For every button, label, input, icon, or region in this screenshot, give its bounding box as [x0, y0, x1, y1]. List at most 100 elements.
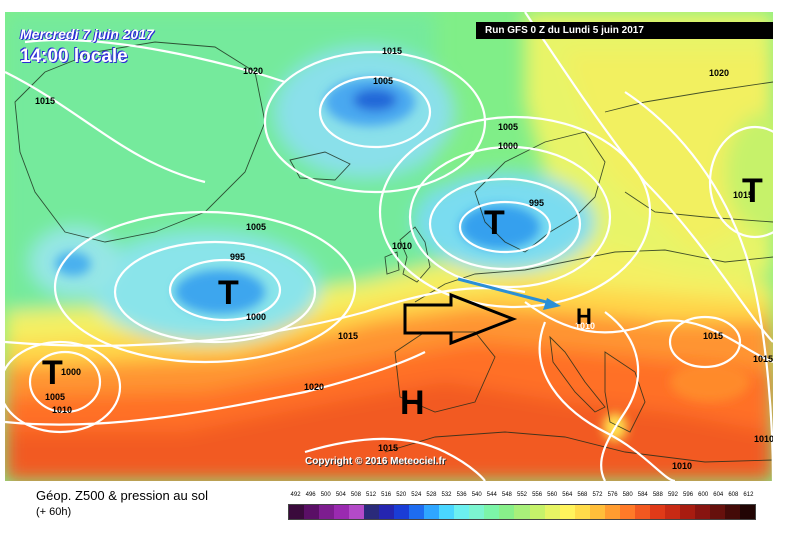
isobar-label: 1005: [373, 76, 393, 86]
legend-swatch: [439, 505, 455, 519]
legend-swatch: [334, 505, 350, 519]
legend-value: 612: [743, 492, 754, 498]
legend-value: 512: [366, 492, 377, 498]
outline-arrow-icon: [403, 292, 518, 346]
isobar-label: 1015: [733, 190, 753, 200]
isobar-label: 1015: [753, 354, 773, 364]
legend-value: 500: [320, 492, 331, 498]
blue-arrow-head-icon: [543, 298, 561, 310]
legend-value: 600: [698, 492, 709, 498]
legend-labels: 492 496 500 504 508 512 516 520 524 528 532 536 540 5…: [288, 492, 756, 501]
legend-value: 536: [456, 492, 467, 498]
chart-title: Géop. Z500 & pression au sol: [36, 488, 208, 503]
legend-swatch: [709, 505, 725, 519]
isobar-label: 1015: [35, 96, 55, 106]
isobar-label: 1000: [61, 367, 81, 377]
copyright-text: Copyright © 2016 Meteociel.fr: [305, 456, 446, 467]
legend-value: 540: [471, 492, 482, 498]
legend-swatch: [469, 505, 485, 519]
legend-swatch: [364, 505, 380, 519]
legend-swatch: [484, 505, 500, 519]
isobar-label: 1000: [498, 141, 518, 151]
legend-color-bar: [288, 504, 756, 520]
legend-swatch: [379, 505, 395, 519]
legend-swatch: [499, 505, 515, 519]
legend-swatch: [394, 505, 410, 519]
forecast-time: 14:00 locale: [20, 46, 128, 67]
isobar-label: 1020: [243, 66, 263, 76]
legend-value: 608: [728, 492, 739, 498]
isobar-label: 1000: [246, 312, 266, 322]
legend-value: 604: [713, 492, 724, 498]
forecast-date: Mercredi 7 juin 2017: [20, 26, 154, 42]
legend-value: 580: [622, 492, 633, 498]
isobar-label: 1010: [575, 321, 595, 331]
legend-swatch: [514, 505, 530, 519]
legend-value: 528: [426, 492, 437, 498]
pressure-centers: T T T T H H: [42, 172, 763, 422]
legend-swatch: [589, 505, 605, 519]
isobar-label: 1005: [498, 122, 518, 132]
legend-value: 508: [350, 492, 361, 498]
isobar-label: 995: [230, 252, 245, 262]
legend-value: 556: [532, 492, 543, 498]
legend-swatch: [304, 505, 320, 519]
blue-arrow-line: [457, 277, 551, 305]
isobar-label: 1020: [304, 382, 324, 392]
model-run-label: Run GFS 0 Z du Lundi 5 juin 2017: [476, 22, 773, 39]
isobar-label: 1020: [709, 68, 729, 78]
low-pressure-marker: T: [484, 204, 505, 242]
legend-swatch: [349, 505, 365, 519]
legend-swatch: [544, 505, 560, 519]
isobar-label: 1015: [382, 46, 402, 56]
isobar-label: 1010: [754, 434, 773, 444]
legend-value: 588: [652, 492, 663, 498]
legend-value: 572: [592, 492, 603, 498]
legend-value: 592: [667, 492, 678, 498]
legend-swatch: [289, 505, 305, 519]
forecast-lead-time: (+ 60h): [36, 506, 72, 518]
low-pressure-marker: T: [42, 354, 63, 392]
low-pressure-marker: T: [742, 172, 763, 210]
low-pressure-marker: T: [218, 274, 239, 312]
high-pressure-marker: H: [400, 384, 425, 422]
isobar-label: 1015: [378, 443, 398, 453]
legend-value: 532: [441, 492, 452, 498]
legend-swatch: [559, 505, 575, 519]
legend-value: 552: [516, 492, 527, 498]
legend-value: 492: [290, 492, 301, 498]
legend-swatch: [319, 505, 335, 519]
isobar-label: 1005: [45, 392, 65, 402]
legend-value: 544: [486, 492, 497, 498]
legend-value: 584: [637, 492, 648, 498]
legend-swatch: [619, 505, 635, 519]
isobars: [5, 12, 773, 481]
weather-map: 1020 1015 1015 1005 1005 1000 995 1020 1…: [5, 12, 773, 481]
isobar-labels: 1020 1015 1015 1005 1005 1000 995 1020 1…: [35, 46, 773, 471]
legend-value: 548: [501, 492, 512, 498]
isobar-label: 1010: [392, 241, 412, 251]
legend-swatch: [634, 505, 650, 519]
legend-swatch: [664, 505, 680, 519]
isobar-label: 1015: [703, 331, 723, 341]
legend-value: 560: [547, 492, 558, 498]
legend-value: 516: [381, 492, 392, 498]
legend-value: 520: [396, 492, 407, 498]
annotation-arrows: [403, 277, 561, 346]
legend-swatch: [409, 505, 425, 519]
legend-value: 568: [577, 492, 588, 498]
isobar-label: 1005: [246, 222, 266, 232]
legend-value: 504: [335, 492, 346, 498]
legend-swatch: [694, 505, 710, 519]
legend-value: 496: [305, 492, 316, 498]
legend-swatch: [529, 505, 545, 519]
legend-value: 524: [411, 492, 422, 498]
isobar-label: 1010: [672, 461, 692, 471]
color-legend: 492 496 500 504 508 512 516 520 524 528 532 536 540 5…: [288, 492, 756, 520]
legend-value: 596: [683, 492, 694, 498]
legend-swatch: [424, 505, 440, 519]
legend-swatch: [724, 505, 740, 519]
legend-value: 576: [607, 492, 618, 498]
legend-swatch: [454, 505, 470, 519]
